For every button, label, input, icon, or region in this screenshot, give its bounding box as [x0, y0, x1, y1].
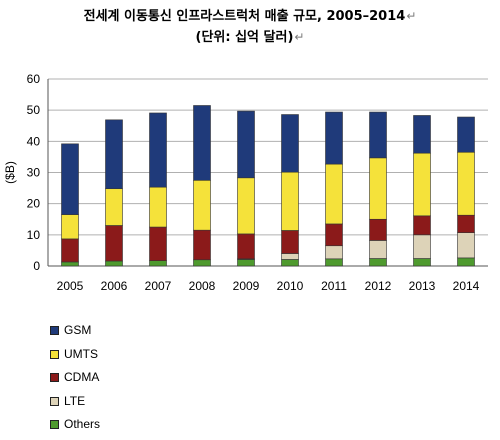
legend-swatch: [50, 373, 59, 382]
bar-segment-umts: [281, 171, 299, 231]
bar-segment-cdma: [325, 223, 343, 247]
bar-segment-umts: [105, 188, 123, 226]
bar-segment-gsm: [149, 112, 167, 188]
legend-swatch: [50, 420, 59, 429]
x-tick-label: 2006: [101, 279, 128, 293]
bar-segment-umts: [149, 186, 167, 228]
x-tick-label: 2009: [233, 279, 260, 293]
x-tick-label: 2007: [145, 279, 172, 293]
bar-segment-gsm: [237, 110, 255, 179]
bar-segment-others: [61, 261, 79, 267]
bar-segment-gsm: [457, 116, 475, 153]
bar-segment-gsm: [61, 143, 79, 215]
legend-label: CDMA: [64, 370, 100, 384]
bar-segment-cdma: [149, 226, 167, 262]
bar-segment-gsm: [325, 111, 343, 165]
y-tick-label: 20: [27, 197, 41, 211]
bar-segment-others: [413, 258, 431, 267]
chart-subtitle: (단위: 십억 달러)↵: [195, 30, 305, 45]
x-tick-label: 2008: [189, 279, 216, 293]
bar-segment-others: [237, 259, 255, 267]
bar-segment-gsm: [413, 115, 431, 154]
y-tick-label: 60: [27, 72, 41, 86]
bar-segment-cdma: [193, 229, 211, 261]
bar-segment-gsm: [105, 119, 123, 190]
chart-title-block: 전세계 이동통신 인프라스트럭처 매출 규모, 2005–2014↵ (단위: …: [0, 6, 500, 48]
x-tick-label: 2014: [453, 279, 480, 293]
bar-segment-umts: [325, 163, 343, 225]
bar-segment-cdma: [413, 215, 431, 236]
bar-segment-gsm: [193, 105, 211, 181]
x-tick-label: 2013: [409, 279, 436, 293]
stacked-bar-chart: 0 10 20 30 40 50 60 ($B) 2005 2006 2007 2008 2009 201…: [3, 72, 488, 293]
y-tick-label: 50: [27, 103, 41, 117]
bar-segment-others: [325, 258, 343, 267]
bar-segment-lte: [413, 234, 431, 259]
bar-segment-cdma: [457, 214, 475, 233]
x-tick-label: 2012: [365, 279, 392, 293]
bar-segment-umts: [369, 157, 387, 220]
legend-label: LTE: [64, 393, 86, 408]
bar-segment-gsm: [281, 114, 299, 173]
bar-segment-umts: [61, 214, 79, 240]
legend-label: GSM: [64, 323, 92, 337]
bar-segment-lte: [281, 253, 299, 260]
bar-segment-cdma: [105, 225, 123, 262]
bar-segment-umts: [237, 177, 255, 235]
return-mark-icon: ↵: [406, 9, 417, 23]
bar-segment-others: [193, 259, 211, 267]
bar-segment-others: [369, 258, 387, 267]
bar-segment-cdma: [369, 218, 387, 241]
legend-swatch: [50, 326, 59, 335]
bar-segment-umts: [413, 152, 431, 217]
bar-segment-gsm: [369, 111, 387, 159]
x-tick-label: 2005: [57, 279, 84, 293]
bar-segment-lte: [457, 232, 475, 259]
legend-label: UMTS: [64, 346, 98, 361]
bar-segment-cdma: [61, 238, 79, 263]
y-tick-label: 30: [27, 166, 41, 180]
bar-segment-others: [281, 259, 299, 267]
bar-segment-others: [105, 260, 123, 267]
legend-swatch: [50, 349, 59, 359]
bar-segment-cdma: [237, 233, 255, 260]
bar-segment-umts: [193, 179, 211, 231]
bar-segment-lte: [325, 245, 343, 260]
y-tick-label: 0: [33, 259, 40, 273]
y-tick-label: 40: [27, 134, 41, 148]
bar-segment-others: [457, 257, 475, 267]
y-axis-label: ($B): [3, 161, 17, 184]
y-tick-label: 10: [27, 228, 41, 242]
bar-segment-cdma: [281, 230, 299, 254]
bar-segment-others: [149, 260, 167, 267]
x-tick-label: 2010: [277, 279, 304, 293]
bar-segment-umts: [457, 151, 475, 216]
bar-segment-lte: [369, 240, 387, 259]
x-tick-label: 2011: [321, 279, 347, 293]
legend-label: Others: [64, 417, 101, 431]
legend-swatch: [50, 396, 59, 406]
chart-title: 전세계 이동통신 인프라스트럭처 매출 규모, 2005–2014↵: [83, 9, 417, 24]
return-mark-icon: ↵: [294, 30, 305, 44]
